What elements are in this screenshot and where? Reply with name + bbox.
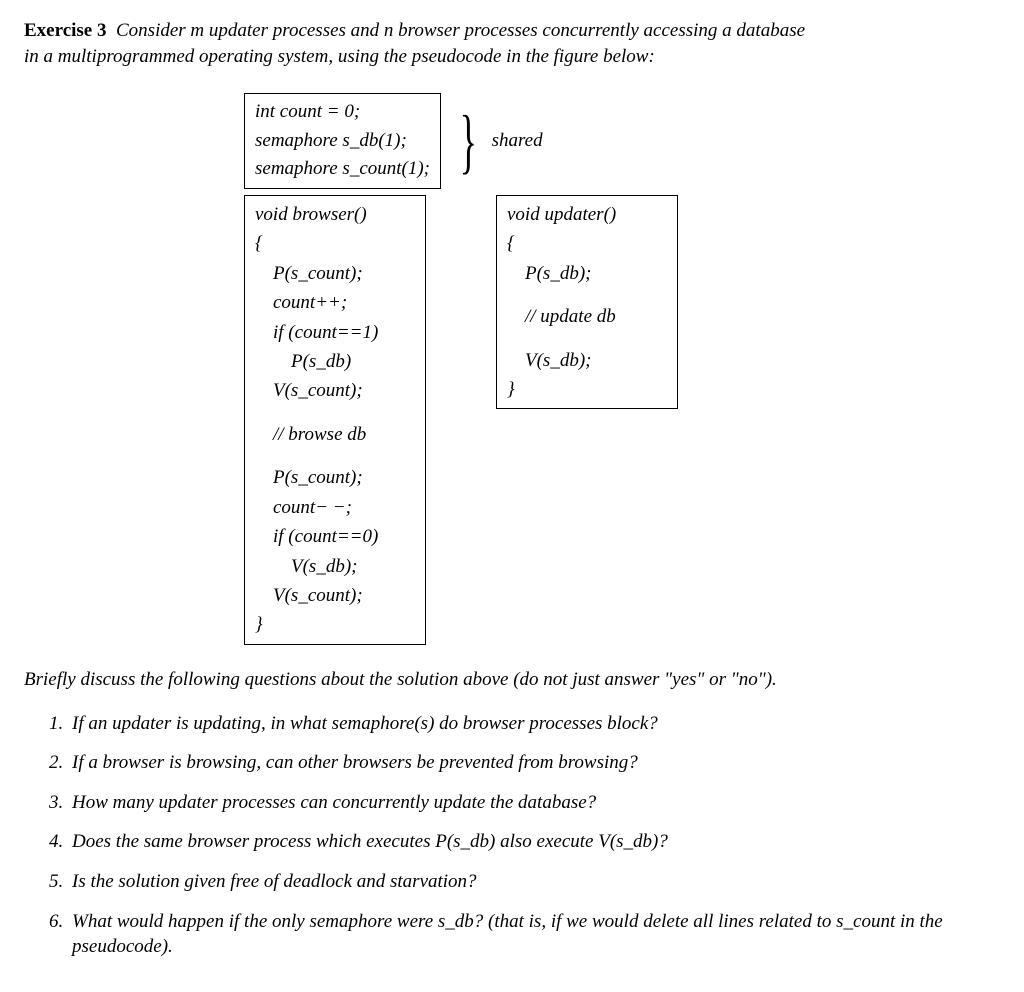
brace-open: { [507, 233, 515, 254]
code-line: P(s_count); [255, 463, 415, 492]
questions-intro: Briefly discuss the following questions … [24, 667, 1000, 693]
code-line: P(s_db) [255, 347, 415, 376]
code-line: V(s_count); [255, 376, 415, 405]
decl-sdb: semaphore s_db(1); [255, 130, 407, 151]
shared-box: int count = 0; semaphore s_db(1); semaph… [244, 93, 441, 189]
code-line: P(s_count); [255, 259, 415, 288]
decl-count: int count = 0; [255, 101, 360, 122]
updater-sig: void updater() [507, 204, 616, 225]
code-line: if (count==0) [255, 522, 415, 551]
code-line: V(s_db); [507, 346, 667, 375]
shared-declarations: int count = 0; semaphore s_db(1); semaph… [244, 93, 1000, 189]
question-item: What would happen if the only semaphore … [68, 909, 1000, 960]
code-comment: // update db [507, 302, 667, 331]
intro-line-1: Consider m updater processes and n brows… [116, 20, 805, 41]
shared-label: shared [492, 128, 543, 154]
code-line: count++; [255, 288, 415, 317]
brace-close: } [507, 379, 515, 400]
code-comment: // browse db [255, 420, 415, 449]
question-item: How many updater processes can concurren… [68, 790, 1000, 816]
brace-close: } [255, 614, 263, 635]
code-line: V(s_db); [255, 552, 415, 581]
brace-icon: } [460, 111, 477, 171]
brace-open: { [255, 233, 263, 254]
exercise-label: Exercise 3 [24, 20, 107, 41]
code-line: P(s_db); [507, 259, 667, 288]
question-item: If an updater is updating, in what semap… [68, 711, 1000, 737]
question-item: If a browser is browsing, can other brow… [68, 750, 1000, 776]
pseudocode-figure: int count = 0; semaphore s_db(1); semaph… [244, 93, 1000, 645]
code-line: count− −; [255, 493, 415, 522]
code-line: if (count==1) [255, 318, 415, 347]
code-line: V(s_count); [255, 581, 415, 610]
updater-box: void updater() { P(s_db); // update db V… [496, 195, 678, 410]
intro-line-2: in a multiprogrammed operating system, u… [24, 46, 655, 67]
question-item: Is the solution given free of deadlock a… [68, 869, 1000, 895]
exercise-intro: Exercise 3 Consider m updater processes … [24, 18, 1000, 69]
browser-box: void browser() { P(s_count); count++; if… [244, 195, 426, 645]
question-list: If an updater is updating, in what semap… [24, 711, 1000, 960]
question-item: Does the same browser process which exec… [68, 829, 1000, 855]
browser-sig: void browser() [255, 204, 367, 225]
decl-scount: semaphore s_count(1); [255, 158, 430, 179]
